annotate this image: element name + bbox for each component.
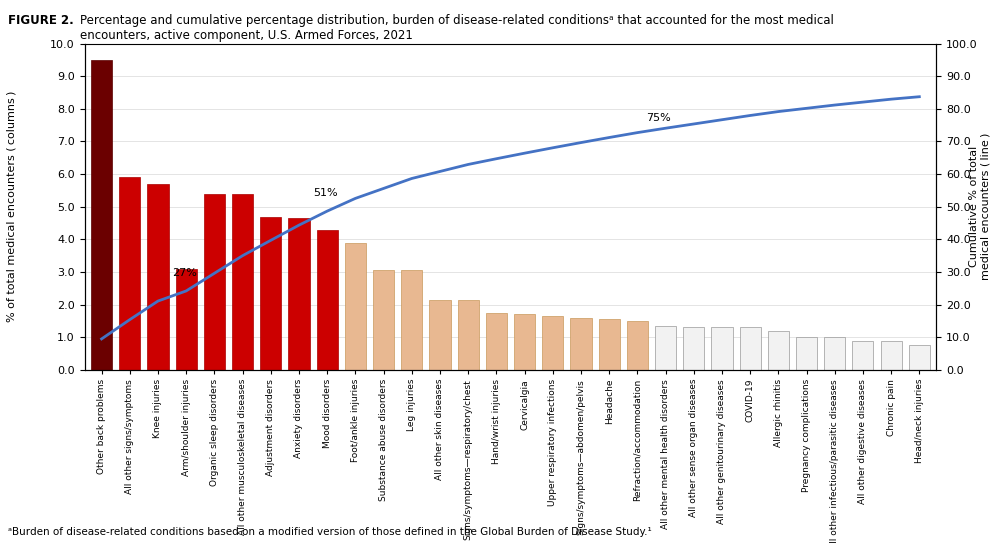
Bar — [401, 270, 422, 370]
Text: 75%: 75% — [645, 113, 670, 123]
Bar — [853, 341, 873, 370]
Bar — [740, 327, 761, 370]
Bar — [824, 337, 846, 370]
Bar — [796, 337, 817, 370]
Bar — [514, 314, 535, 370]
Bar — [542, 316, 564, 370]
Bar — [571, 318, 592, 370]
Bar — [683, 327, 704, 370]
Bar — [908, 345, 930, 370]
Text: FIGURE 2.: FIGURE 2. — [8, 14, 74, 27]
Bar — [599, 319, 620, 370]
Bar — [232, 194, 253, 370]
Bar — [711, 327, 732, 370]
Bar — [260, 217, 281, 370]
Text: 27%: 27% — [172, 268, 197, 278]
Text: ᵃBurden of disease-related conditions based on a modified version of those defin: ᵃBurden of disease-related conditions ba… — [8, 528, 651, 537]
Bar — [429, 300, 450, 370]
Bar — [373, 270, 394, 370]
Bar — [626, 321, 648, 370]
Bar — [317, 230, 338, 370]
Bar — [120, 177, 140, 370]
Bar — [289, 218, 310, 370]
Text: Percentage and cumulative percentage distribution, burden of disease-related con: Percentage and cumulative percentage dis… — [80, 14, 834, 41]
Bar — [91, 60, 113, 370]
Bar — [457, 300, 479, 370]
Bar — [655, 326, 676, 370]
Text: 51%: 51% — [313, 188, 338, 199]
Bar — [175, 269, 197, 370]
Bar — [880, 341, 901, 370]
Text: Cumulative % of total
medical encounters ( ​line​ ): Cumulative % of total medical encounters… — [969, 133, 991, 280]
Bar — [768, 331, 789, 370]
Bar — [486, 313, 507, 370]
Bar — [345, 243, 366, 370]
Bar — [204, 194, 225, 370]
Text: % of total medical encounters ( ​columns​ ): % of total medical encounters ( ​columns… — [7, 91, 17, 323]
Bar — [147, 184, 168, 370]
